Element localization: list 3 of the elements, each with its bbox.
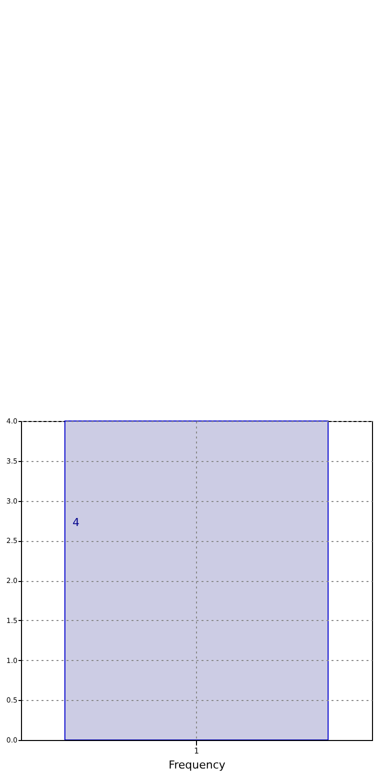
x-axis-title: Frequency <box>168 758 226 772</box>
x-tick-label: 1 <box>194 746 200 756</box>
data-label: 4 <box>72 516 80 529</box>
